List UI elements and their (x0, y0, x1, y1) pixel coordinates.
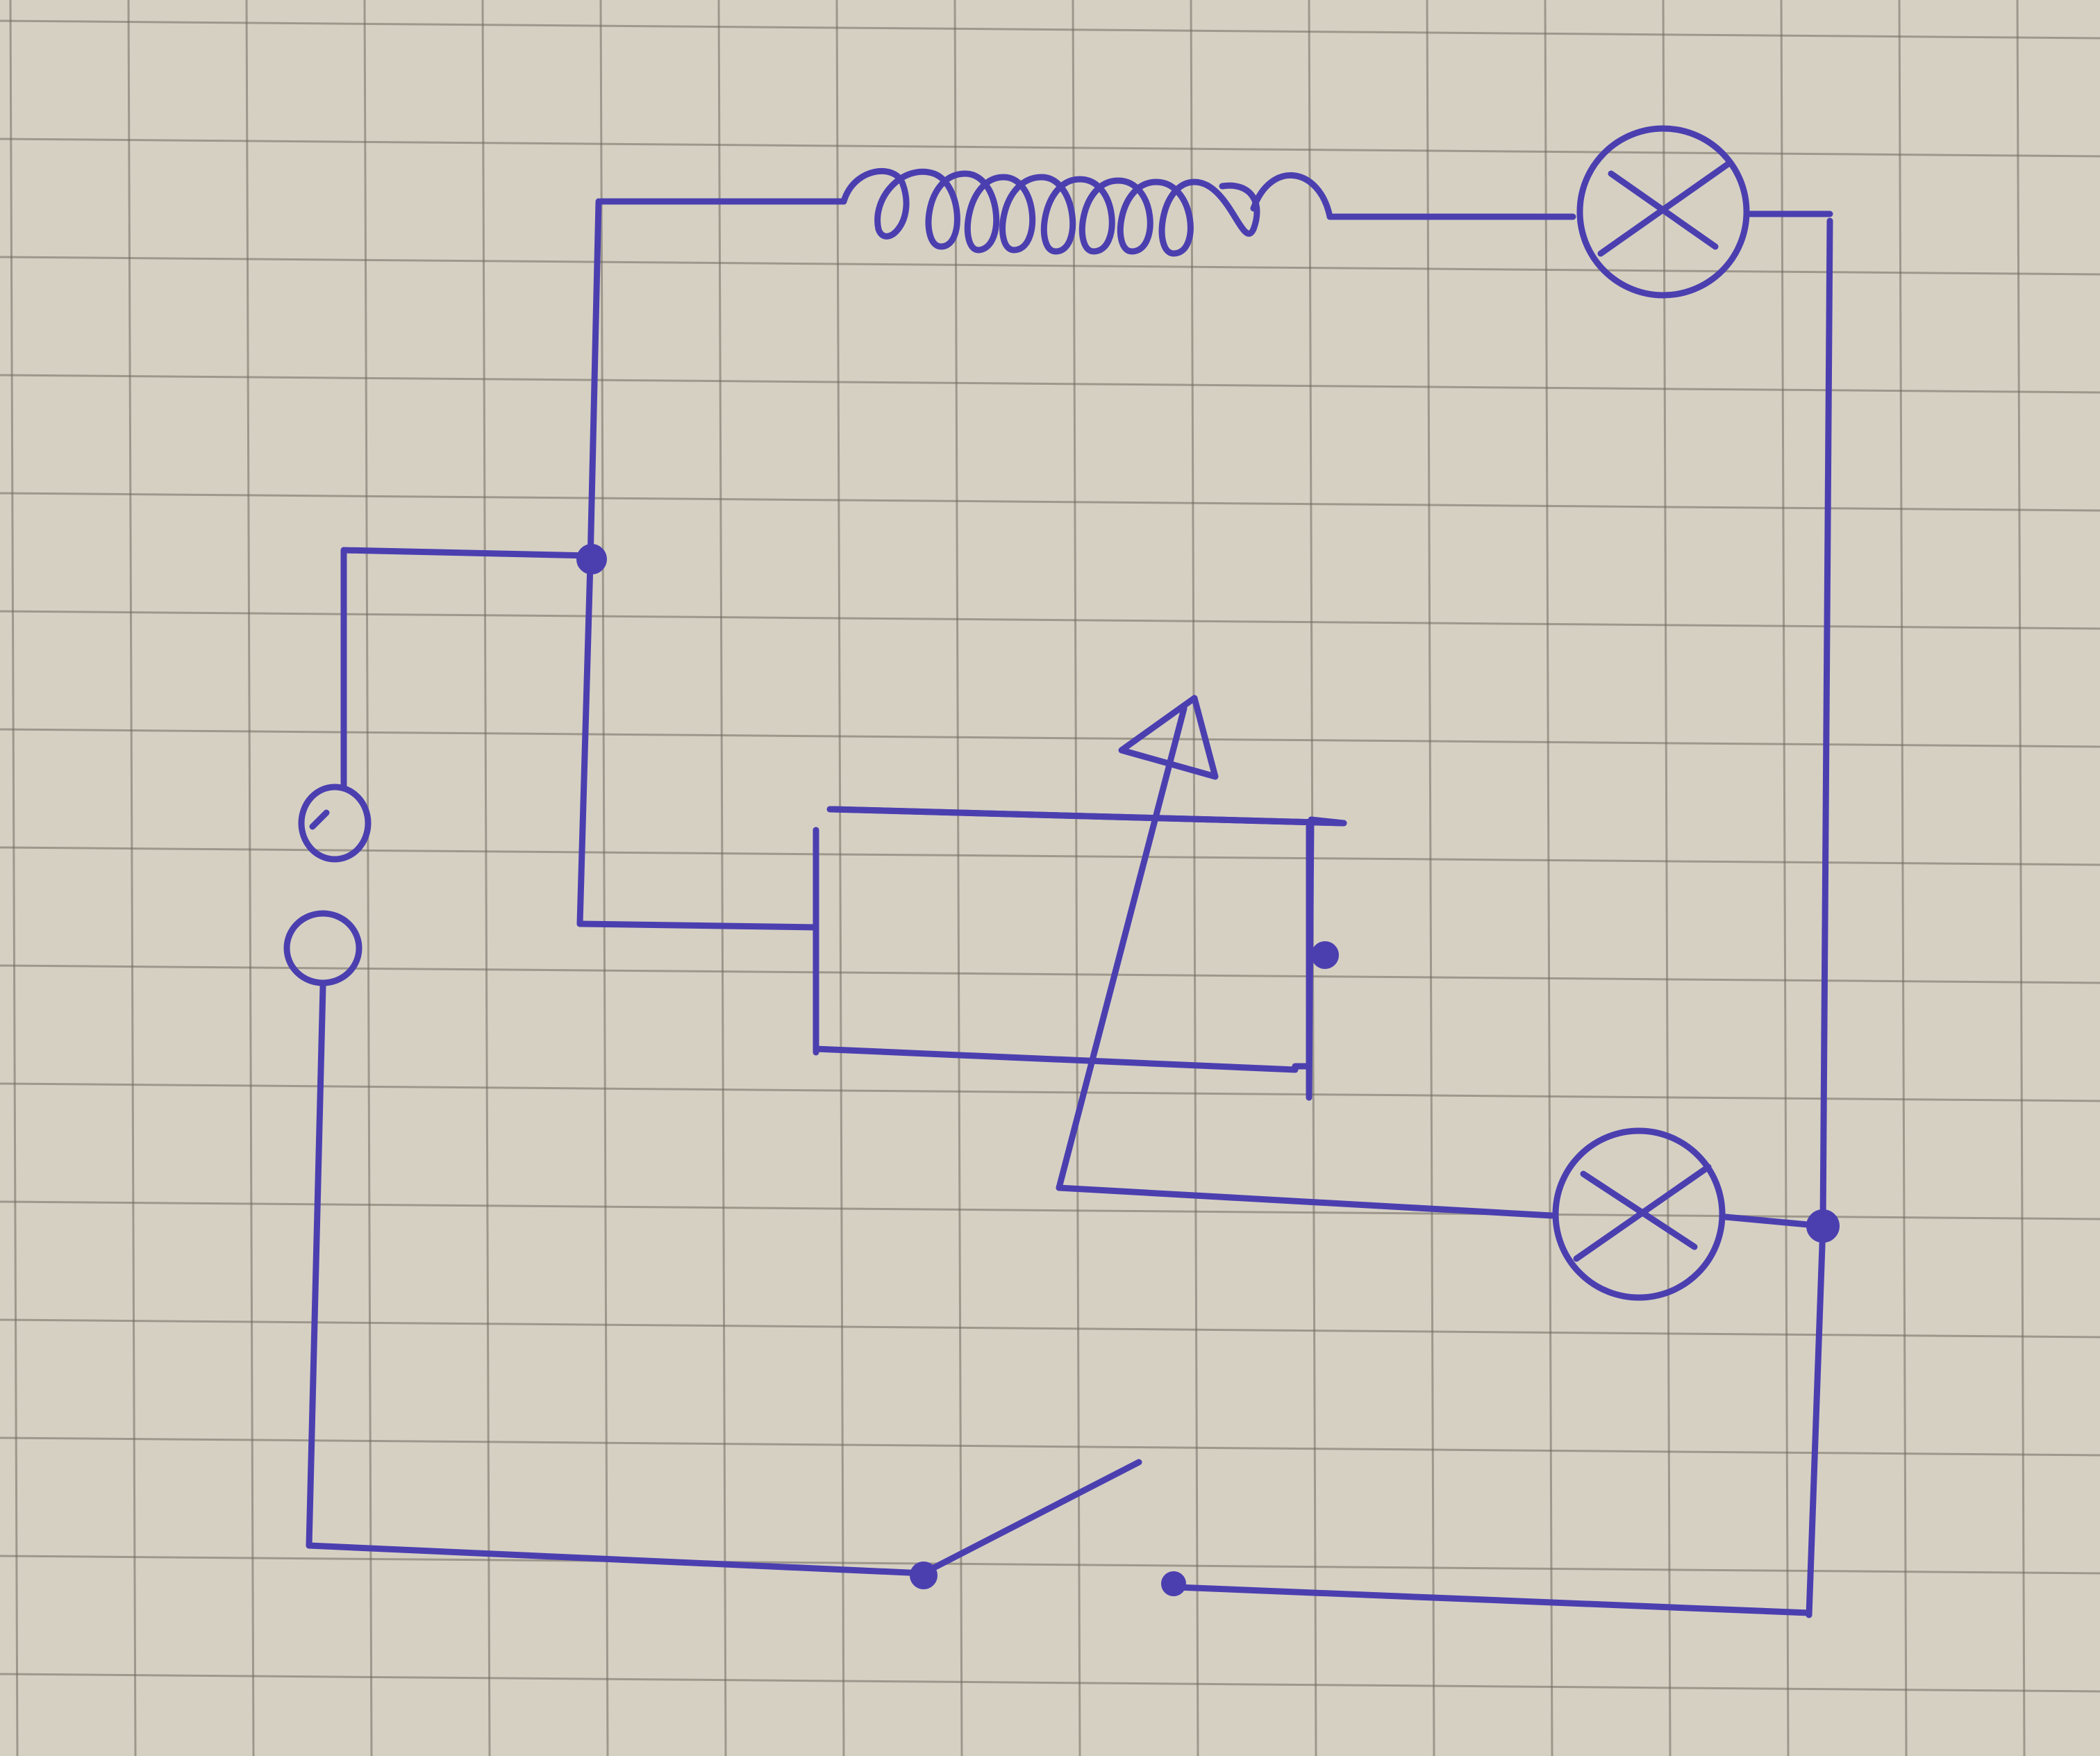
grid-vertical-line (717, 0, 727, 1756)
rheostat-icon (812, 695, 1347, 1191)
power-source-icon (283, 784, 372, 986)
lamp-top-circle (1576, 125, 1750, 299)
wire-to-rheostat (576, 920, 819, 931)
grid-vertical-line (363, 0, 373, 1756)
grid-horizontal-line (0, 610, 2100, 630)
grid-vertical-line (1072, 0, 1081, 1756)
grid-horizontal-line (0, 256, 2100, 276)
lamp-top-icon (1576, 125, 1750, 299)
lamp-bottom-icon (1552, 1127, 1726, 1301)
grid-vertical-line (9, 0, 19, 1756)
coil-loops (840, 167, 1333, 257)
wire-slider-to-lamp (1056, 1184, 1556, 1219)
wire-left-lower-vertical (306, 983, 326, 1549)
grid-vertical-line (245, 0, 255, 1756)
wire-bottom-right (1174, 1584, 1812, 1616)
rheostat-slider-arrow-shaft (1056, 705, 1188, 1191)
grid-vertical-line (1190, 0, 1199, 1756)
wire-source-branch (340, 547, 594, 792)
lamp-top-cross-b (1608, 170, 1719, 250)
grid-vertical-line (481, 0, 491, 1756)
grid-horizontal-line (0, 1555, 2100, 1575)
rheostat-arrow-head (1118, 695, 1219, 780)
grid-vertical-line (1780, 0, 1790, 1756)
grid-vertical-line (953, 0, 963, 1756)
grid-horizontal-line (0, 374, 2100, 394)
source-terminal-bottom (283, 910, 362, 986)
grid-horizontal-line (0, 138, 2100, 158)
switch-contact-left (910, 1562, 938, 1589)
switch-blade (924, 1459, 1142, 1575)
grid-horizontal-line (0, 19, 2100, 40)
switch-contact-right (1161, 1571, 1186, 1596)
grid-horizontal-line (0, 1318, 2100, 1339)
junctions (576, 544, 1840, 1243)
grid-horizontal-line (0, 1082, 2100, 1102)
grid-horizontal-line (0, 846, 2100, 866)
grid-horizontal-line (0, 728, 2100, 748)
junction-rheostat-right (1311, 941, 1339, 969)
junction-left (576, 544, 607, 574)
wire-bottom-left (306, 1542, 927, 1577)
grid-horizontal-line (0, 1673, 2100, 1693)
lamp-bottom-cross-b (1580, 1170, 1698, 1250)
grid-vertical-line (1544, 0, 1553, 1756)
key-switch-icon (910, 1459, 1186, 1596)
grid-horizontal-line (0, 492, 2100, 512)
grid-horizontal-line (0, 1436, 2100, 1457)
inductor-coil-icon (840, 167, 1333, 257)
junction-right (1806, 1209, 1840, 1243)
grid-vertical-line (1426, 0, 1435, 1756)
grid-vertical-line (2016, 0, 2026, 1756)
lamp-bottom-circle (1552, 1127, 1726, 1301)
rheostat-bottom-edge (812, 1045, 1299, 1073)
grid-vertical-line (1898, 0, 1908, 1756)
source-terminal-top (298, 784, 372, 863)
source-terminal-top-mark (309, 809, 330, 830)
grid-vertical-line (127, 0, 137, 1756)
grid-vertical-line (599, 0, 609, 1756)
grid-vertical-line (835, 0, 845, 1756)
rheostat-top-edge (826, 806, 1347, 827)
